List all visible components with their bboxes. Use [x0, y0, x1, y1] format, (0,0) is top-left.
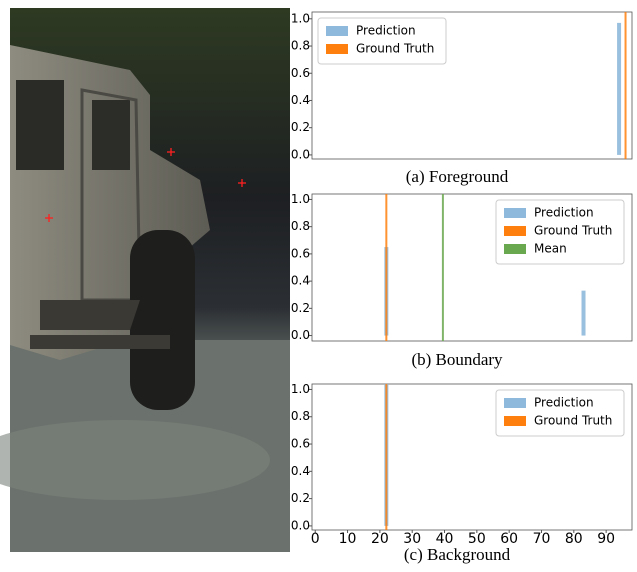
x-tick-label: 10 [339, 531, 357, 547]
legend-label: Prediction [534, 396, 594, 410]
legend-swatch [504, 208, 526, 218]
y-tick-label: 0.8 [291, 219, 310, 233]
legend-swatch [504, 416, 526, 426]
legend-label: Ground Truth [356, 42, 434, 56]
legend-label: Ground Truth [534, 414, 612, 428]
y-tick-label: 0.6 [291, 437, 310, 451]
legend-swatch [326, 26, 348, 36]
legend-label: Prediction [534, 206, 594, 220]
figure: 0.0 0.2 0.4 0.6 0.8 1.0 Prediction Ground Truth… [0, 0, 637, 567]
chart-caption: (a) Foreground [406, 167, 509, 186]
legend-swatch [326, 44, 348, 54]
y-tick-label: 0.0 [291, 328, 310, 342]
y-tick-label: 0.0 [291, 518, 310, 532]
chart-caption: (c) Background [404, 545, 511, 564]
y-tick-label: 1.0 [291, 192, 310, 206]
photo [0, 8, 290, 552]
legend-swatch [504, 244, 526, 254]
y-tick-label: 0.0 [291, 147, 310, 161]
legend-swatch [504, 226, 526, 236]
y-tick-label: 0.6 [291, 66, 310, 80]
x-tick-label: 0 [311, 531, 320, 547]
y-tick-label: 0.4 [291, 274, 310, 288]
x-tick-label: 80 [565, 531, 583, 547]
y-tick-label: 0.6 [291, 246, 310, 260]
legend-label: Ground Truth [534, 224, 612, 238]
legend-label: Prediction [356, 24, 416, 38]
y-tick-label: 1.0 [291, 382, 310, 396]
y-tick-label: 0.2 [291, 120, 310, 134]
y-tick-label: 0.4 [291, 93, 310, 107]
chart: 0.0 0.2 0.4 0.6 0.8 1.0 Prediction Ground Truth… [291, 192, 632, 369]
y-tick-label: 0.2 [291, 491, 310, 505]
y-tick-label: 0.4 [291, 464, 310, 478]
bar [582, 291, 586, 336]
x-tick-label: 90 [597, 531, 615, 547]
chart: 0.0 0.2 0.4 0.6 0.8 1.0 Prediction Ground Truth… [291, 11, 632, 186]
y-tick-label: 0.8 [291, 39, 310, 53]
legend-label: Mean [534, 242, 567, 256]
x-tick-label: 20 [371, 531, 389, 547]
legend-swatch [504, 398, 526, 408]
x-tick-label: 70 [533, 531, 551, 547]
y-tick-label: 1.0 [291, 11, 310, 25]
bar [617, 23, 621, 155]
y-tick-label: 0.2 [291, 301, 310, 315]
chart-caption: (b) Boundary [411, 350, 503, 369]
y-tick-label: 0.8 [291, 409, 310, 423]
